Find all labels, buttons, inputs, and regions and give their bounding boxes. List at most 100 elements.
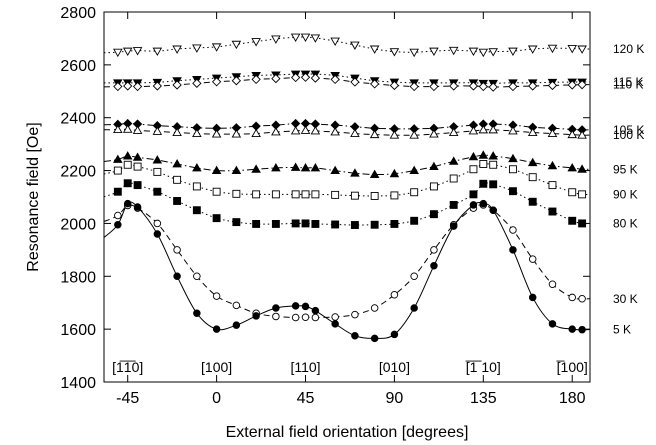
data-point (548, 280, 557, 288)
data-point (449, 174, 458, 183)
data-point (123, 179, 132, 188)
data-point (290, 72, 301, 83)
data-point (232, 218, 241, 227)
data-point (122, 124, 133, 133)
data-point (152, 47, 163, 57)
data-point (113, 154, 123, 163)
data-point (488, 124, 498, 134)
data-point (212, 325, 221, 333)
data-point (429, 81, 439, 92)
data-point (193, 272, 201, 281)
data-point (350, 221, 359, 229)
data-point (509, 226, 517, 234)
data-point (509, 187, 517, 196)
data-point (448, 127, 459, 136)
data-point (132, 81, 143, 92)
x-tick-label: 0 (212, 390, 221, 407)
data-point (291, 302, 300, 310)
data-point (232, 189, 241, 198)
data-point (527, 157, 538, 167)
data-point (488, 151, 498, 160)
data-point (132, 152, 143, 161)
data-point (351, 332, 359, 340)
data-point (527, 45, 538, 54)
data-point (370, 220, 379, 229)
data-point (133, 162, 142, 171)
data-point (301, 302, 310, 311)
data-point (389, 168, 400, 178)
data-point (567, 80, 577, 90)
data-point (300, 72, 311, 82)
data-point (409, 48, 419, 58)
data-point (173, 197, 182, 205)
data-point (114, 211, 122, 220)
data-point (251, 74, 261, 85)
data-point (331, 313, 339, 321)
fit-curve (103, 204, 591, 319)
data-point (410, 272, 418, 281)
data-point (113, 166, 122, 175)
direction-label: [̅100] (556, 359, 588, 375)
data-point (429, 210, 438, 219)
data-point (390, 220, 399, 228)
data-point (547, 160, 558, 170)
data-point (271, 73, 281, 84)
data-point (548, 181, 557, 190)
data-point (330, 74, 340, 85)
x-tick-label: 90 (386, 390, 404, 407)
legend-label: 100 K (613, 128, 644, 142)
data-point (310, 73, 321, 83)
data-point (508, 153, 518, 163)
data-point (567, 163, 577, 172)
data-point (212, 292, 221, 300)
y-tick-label: 2600 (60, 58, 96, 75)
data-point (152, 155, 163, 164)
data-point (547, 80, 558, 91)
data-point (409, 81, 419, 92)
data-point (448, 156, 459, 165)
data-point (568, 293, 576, 302)
data-point (509, 246, 517, 254)
data-point (478, 150, 489, 159)
data-point (153, 230, 162, 238)
data-point (390, 191, 399, 200)
data-point (489, 206, 497, 214)
data-point (390, 330, 399, 339)
data-point (509, 165, 517, 174)
direction-label: [̅1̅ 10] (465, 359, 501, 375)
data-point (311, 190, 320, 199)
fit-curve (103, 182, 591, 226)
data-point (113, 124, 123, 134)
data-point (568, 188, 577, 197)
data-point (173, 175, 182, 184)
data-point (251, 128, 261, 138)
data-point (389, 130, 400, 139)
x-tick-label: 45 (297, 390, 315, 407)
legend-label: 30 K (613, 292, 638, 306)
data-point (113, 81, 123, 92)
data-point (311, 220, 320, 228)
y-tick-label: 1400 (60, 375, 96, 392)
data-point (114, 220, 122, 229)
x-axis-title: External field orientation [degrees] (226, 424, 469, 441)
data-point (547, 128, 558, 138)
data-point (410, 304, 418, 312)
data-point (430, 246, 438, 254)
data-point (369, 169, 380, 178)
data-point (548, 320, 557, 328)
data-point (290, 126, 301, 135)
data-point (231, 40, 242, 50)
data-point (113, 187, 122, 196)
data-point (577, 45, 587, 54)
data-point (310, 163, 321, 172)
data-point (489, 180, 498, 189)
data-point (577, 130, 587, 139)
data-point (123, 160, 132, 169)
data-point (409, 165, 419, 175)
data-point (251, 38, 261, 47)
data-point (192, 182, 201, 191)
data-point (132, 125, 143, 134)
data-point (113, 48, 123, 58)
data-point (123, 199, 132, 208)
